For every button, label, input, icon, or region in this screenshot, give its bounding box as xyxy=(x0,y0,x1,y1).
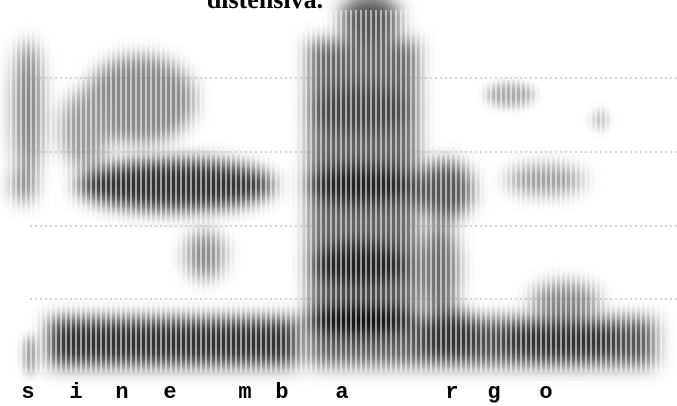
spectrogram xyxy=(10,0,665,375)
segment-label: e xyxy=(163,380,176,405)
page: {"header": {"title": "distensiva."}, "se… xyxy=(0,0,677,406)
segment-label: a xyxy=(335,380,348,405)
segment-label: s xyxy=(21,380,34,405)
segment-label: o xyxy=(539,380,552,405)
segment-label: i xyxy=(69,380,82,405)
spectrogram-figure: distensiva. xyxy=(0,0,677,406)
segment-label: b xyxy=(275,380,288,405)
segment-label: m xyxy=(238,380,251,405)
segment-label: n xyxy=(115,380,128,405)
segment-label: r xyxy=(445,380,458,405)
segment-label: g xyxy=(487,380,500,405)
